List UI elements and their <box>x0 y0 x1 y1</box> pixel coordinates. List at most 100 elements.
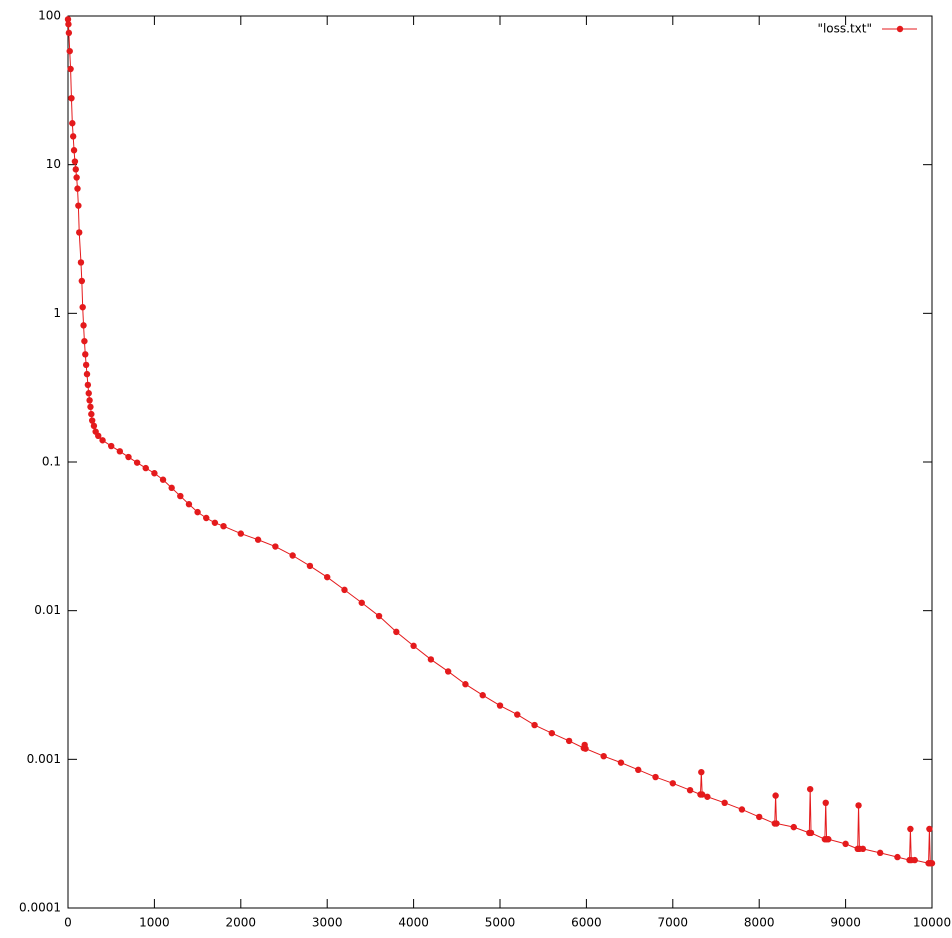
data-point <box>82 361 90 369</box>
data-point <box>272 543 279 550</box>
data-point <box>686 786 694 794</box>
data-point <box>582 745 589 752</box>
data-point <box>859 845 867 853</box>
data-point <box>73 174 80 181</box>
data-point <box>324 573 331 581</box>
data-point <box>84 381 92 389</box>
data-point <box>88 417 96 424</box>
data-point <box>95 432 102 440</box>
data-point <box>71 158 79 165</box>
data-point <box>822 799 829 807</box>
data-point <box>77 259 85 266</box>
data-point <box>652 773 659 781</box>
data-point <box>462 681 469 688</box>
data-point <box>66 47 73 55</box>
data-point <box>83 370 91 378</box>
data-point <box>185 501 193 508</box>
data-point <box>876 849 884 857</box>
data-point <box>203 514 210 522</box>
x-tick-label: 2000 <box>226 916 257 930</box>
y-tick-label: 0.1 <box>42 455 61 469</box>
data-point <box>133 459 141 466</box>
data-point <box>67 65 74 73</box>
data-point <box>773 820 780 827</box>
data-point <box>617 759 625 766</box>
y-tick-label: 1 <box>53 306 61 320</box>
data-point <box>548 729 556 737</box>
data-point <box>790 823 797 831</box>
data-point <box>928 860 936 867</box>
legend-label: "loss.txt" <box>817 22 872 36</box>
data-point <box>531 721 538 729</box>
data-point <box>926 825 933 833</box>
data-point <box>907 825 914 833</box>
data-point <box>565 737 573 745</box>
data-point <box>90 422 98 430</box>
data-point <box>911 856 918 864</box>
data-point <box>842 840 849 848</box>
data-point <box>80 322 87 329</box>
data-point <box>86 397 93 404</box>
data-point <box>72 166 79 173</box>
data-point <box>698 791 706 798</box>
data-point <box>410 642 417 650</box>
data-point <box>142 464 149 472</box>
y-tick-label: 0.0001 <box>19 901 61 915</box>
data-point <box>600 752 607 760</box>
data-point <box>807 829 815 837</box>
data-point <box>81 337 88 345</box>
data-point <box>82 351 89 358</box>
data-point <box>64 16 72 23</box>
data-point <box>220 522 227 530</box>
data-point <box>855 802 862 809</box>
plot-frame <box>67 15 933 909</box>
data-point <box>738 806 746 813</box>
x-tick-label: 0 <box>64 916 72 930</box>
data-point <box>704 793 711 800</box>
data-point <box>99 437 106 444</box>
data-point <box>125 453 132 461</box>
data-point <box>168 484 175 492</box>
data-point <box>756 813 763 821</box>
data-point <box>721 799 728 807</box>
data-point <box>698 768 705 776</box>
data-point <box>427 656 435 663</box>
x-tick-label: 6000 <box>571 916 602 930</box>
data-point <box>772 792 779 799</box>
data-point <box>70 147 78 154</box>
y-tick-label: 0.001 <box>27 752 61 766</box>
data-point <box>69 133 77 140</box>
x-tick-label: 10000 <box>913 916 951 930</box>
x-tick-label: 9000 <box>830 916 861 930</box>
data-point <box>108 442 115 450</box>
series-line <box>67 19 932 864</box>
data-point <box>151 470 158 477</box>
data-point <box>68 94 75 102</box>
data-point <box>341 586 348 594</box>
data-point <box>116 448 124 455</box>
data-point <box>87 403 94 411</box>
y-tick-label: 10 <box>46 157 61 171</box>
x-tick-label: 7000 <box>658 916 689 930</box>
data-point <box>78 277 86 285</box>
data-point <box>358 599 365 606</box>
data-point <box>194 508 201 516</box>
data-point <box>79 303 86 311</box>
data-point <box>159 476 167 483</box>
data-point <box>514 711 521 718</box>
data-point <box>88 410 95 418</box>
y-tick-label: 0.01 <box>34 603 61 617</box>
x-tick-label: 1000 <box>139 916 170 930</box>
data-point <box>635 766 642 774</box>
data-point <box>479 692 486 699</box>
x-tick-label: 5000 <box>485 916 516 930</box>
data-point <box>825 836 832 843</box>
data-point <box>85 390 92 397</box>
data-point <box>65 29 73 37</box>
data-point <box>306 562 314 570</box>
data-point <box>69 120 76 127</box>
data-point <box>75 202 82 209</box>
data-point <box>496 702 504 709</box>
data-point <box>177 492 184 500</box>
